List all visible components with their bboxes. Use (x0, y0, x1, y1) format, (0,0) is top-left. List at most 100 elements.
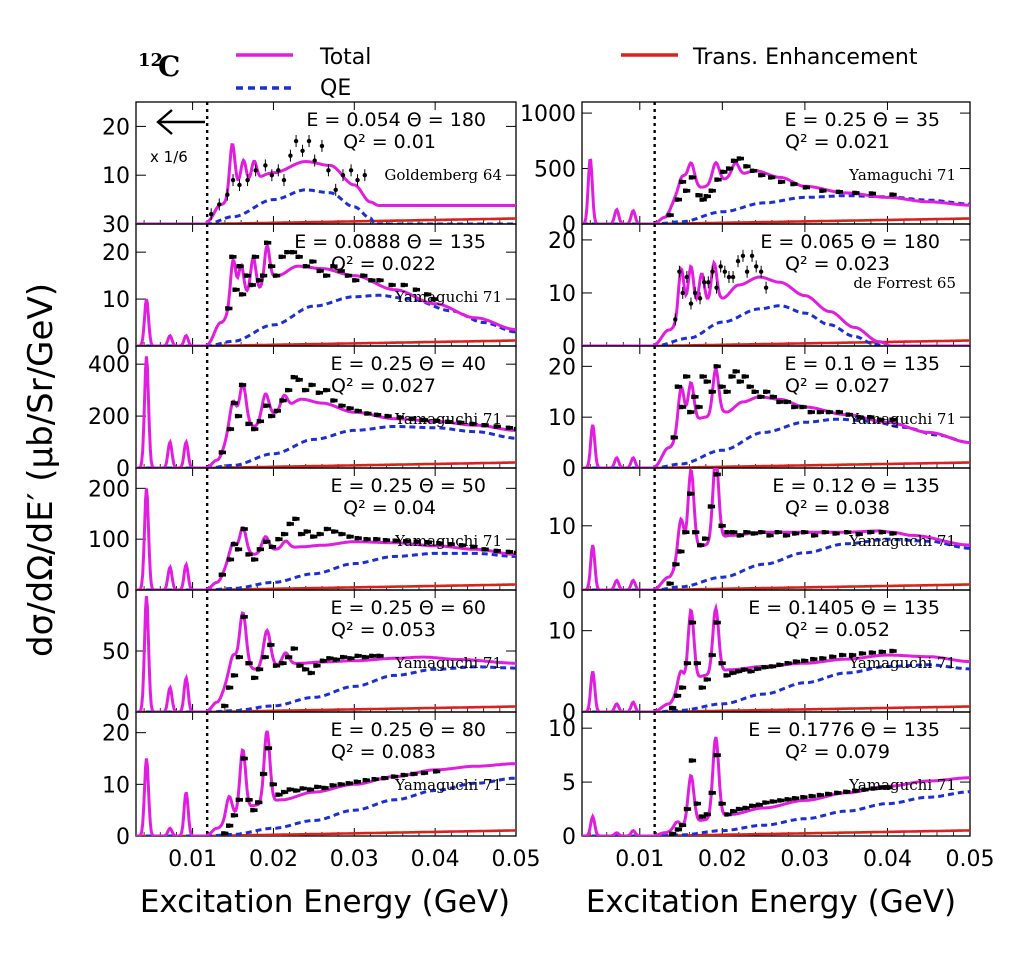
data-point (333, 398, 338, 403)
panel-frame (135, 711, 517, 837)
data-point (481, 547, 486, 552)
data-point (889, 192, 894, 197)
data-point (765, 665, 769, 670)
panel-plot-area (582, 736, 970, 836)
data-point (862, 651, 867, 656)
data-point (276, 168, 281, 173)
data-point (261, 654, 266, 660)
data-point (860, 415, 864, 419)
data-point (342, 532, 346, 536)
qe-curve (136, 551, 516, 590)
data-point (221, 831, 226, 836)
data-point (240, 264, 244, 269)
y-tick-label: 10 (102, 288, 130, 313)
data-point (867, 414, 872, 420)
panel-kinematics: E = 0.25 Θ = 50 (331, 475, 486, 497)
data-point (678, 384, 683, 389)
panel-source: Yamaguchi 71 (848, 532, 956, 550)
panel-q2: Q² = 0.01 (343, 131, 436, 153)
data-point (234, 673, 239, 678)
data-point (870, 530, 875, 535)
data-point (369, 653, 374, 659)
data-point (761, 173, 766, 177)
data-point (259, 278, 264, 283)
data-point (290, 787, 294, 792)
data-point (295, 254, 300, 260)
data-point (796, 659, 801, 664)
data-point (744, 667, 749, 672)
data-point (236, 264, 241, 269)
data-point (701, 280, 707, 285)
data-point (753, 666, 759, 672)
data-point (832, 531, 837, 536)
data-point (673, 693, 679, 698)
data-point (750, 531, 756, 536)
total-curve (136, 356, 516, 468)
data-point (722, 523, 726, 528)
trans-enhancement-curve (136, 705, 516, 712)
data-point (691, 394, 696, 400)
data-point (843, 530, 849, 535)
data-point (763, 389, 768, 394)
trans-enhancement-curve (582, 339, 970, 346)
data-point (759, 802, 763, 807)
data-point (338, 403, 343, 408)
data-point (781, 180, 786, 184)
data-point (677, 693, 682, 698)
data-point (290, 374, 296, 380)
panel-source: Yamaguchi 71 (394, 288, 502, 306)
data-point (795, 796, 800, 801)
trans-enhancement-curve (582, 583, 970, 590)
data-point (761, 665, 766, 670)
data-point (682, 374, 688, 379)
data-point (755, 389, 759, 394)
data-point (735, 258, 741, 264)
data-point (319, 143, 325, 149)
panel-kinematics: E = 0.054 Θ = 180 (306, 109, 486, 131)
data-point (299, 255, 303, 259)
data-point (820, 793, 825, 797)
data-point (505, 549, 511, 555)
data-point (856, 414, 861, 420)
data-point (683, 806, 689, 812)
data-point (682, 530, 687, 535)
data-point (837, 791, 842, 795)
data-point (729, 670, 734, 676)
data-point (329, 656, 334, 661)
data-point (469, 421, 474, 427)
data-point (315, 390, 321, 395)
data-point (852, 653, 857, 657)
y-tick-label: 20 (102, 241, 130, 266)
data-point (779, 663, 784, 667)
data-point (736, 379, 742, 384)
y-tick-label: 30 (102, 213, 130, 238)
data-point (320, 269, 324, 273)
y-tick-label: 20 (102, 115, 130, 140)
y-tick-label: 10 (548, 282, 576, 307)
data-point (819, 188, 824, 193)
data-point (668, 705, 674, 711)
data-point (278, 537, 283, 541)
data-point (893, 192, 897, 197)
data-point (730, 530, 735, 535)
data-point (345, 781, 351, 786)
data-point (326, 656, 331, 661)
data-point (727, 673, 731, 678)
data-point (742, 805, 747, 811)
data-point (325, 786, 329, 790)
data-point (280, 789, 286, 795)
data-point (889, 531, 894, 536)
data-point (779, 400, 784, 404)
data-point (329, 783, 334, 788)
data-point (699, 405, 703, 409)
data-point (771, 175, 776, 180)
data-point (314, 784, 319, 790)
trans-enhancement-curve (136, 583, 516, 590)
data-point (316, 531, 321, 537)
data-point (485, 547, 489, 552)
y-tick-label: 0 (562, 213, 576, 238)
data-point (350, 534, 354, 539)
data-point (707, 504, 713, 509)
data-point (672, 832, 677, 836)
data-point (780, 798, 785, 803)
